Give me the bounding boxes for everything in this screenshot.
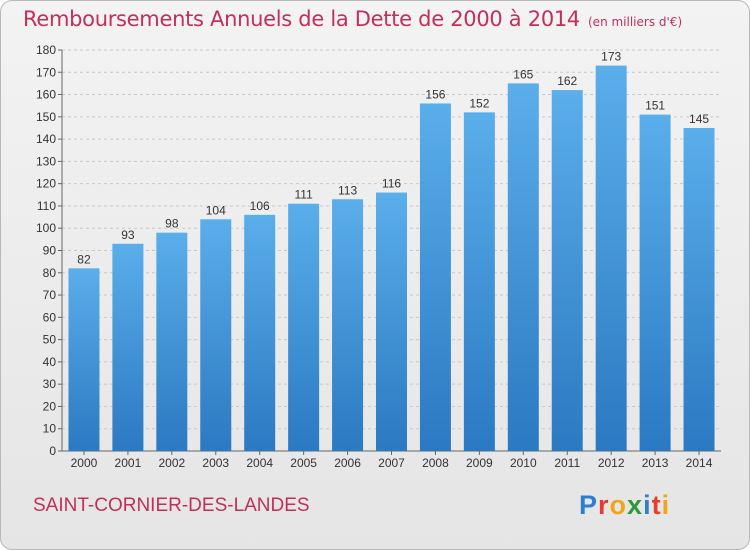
y-tick-label: 60: [43, 310, 57, 324]
chart-title-text: Remboursements Annuels de la Dette de 20…: [23, 7, 580, 31]
y-tick-label: 180: [36, 43, 56, 57]
x-tick-label: 2004: [246, 456, 273, 470]
chart-title: Remboursements Annuels de la Dette de 20…: [23, 7, 682, 31]
y-tick-label: 110: [37, 199, 56, 213]
x-tick-label: 2008: [422, 456, 449, 470]
x-tick-label: 2005: [290, 456, 317, 470]
y-tick-label: 90: [43, 244, 57, 258]
x-tick-label: 2003: [202, 456, 229, 470]
x-tick-label: 2009: [466, 456, 493, 470]
bar-2008: [419, 103, 451, 451]
bar-2000: [68, 268, 100, 451]
y-tick-label: 50: [43, 333, 57, 347]
value-label: 162: [557, 74, 577, 88]
bar-2006: [332, 199, 364, 451]
y-tick-label: 160: [36, 88, 56, 102]
y-tick-labels: 0 10 20 30 40 50 60 70 80 90 100 110 120 130 140 150 160…: [36, 43, 56, 458]
logo-letter: P: [579, 490, 599, 520]
bar-2001: [112, 243, 144, 451]
y-tick-label: 170: [36, 65, 56, 79]
x-tick-label: 2007: [378, 456, 405, 470]
y-tick-label: 150: [36, 110, 56, 124]
logo-letter: i: [643, 490, 652, 520]
x-tick-label: 2006: [334, 456, 361, 470]
value-label: 98: [165, 217, 179, 231]
bar-2014: [683, 127, 715, 451]
value-label: 93: [121, 228, 135, 242]
value-label: 152: [469, 96, 489, 110]
y-tick-label: 130: [36, 154, 56, 168]
value-label: 165: [513, 67, 533, 81]
bar-2012: [595, 65, 627, 451]
bar-2013: [639, 114, 671, 451]
x-tick-label: 2014: [686, 456, 713, 470]
bar-2011: [551, 90, 583, 451]
y-tick-label: 120: [36, 177, 56, 191]
x-tick-label: 2013: [642, 456, 669, 470]
x-tick-label: 2002: [158, 456, 185, 470]
logo-letter: r: [598, 490, 610, 520]
value-label: 151: [645, 99, 665, 113]
y-tick-label: 30: [43, 377, 57, 391]
bar-2010: [507, 83, 539, 452]
bar-2003: [200, 219, 232, 451]
x-tick-label: 2012: [598, 456, 625, 470]
x-tick-label: 2001: [115, 456, 142, 470]
y-tick-label: 100: [36, 221, 56, 235]
x-tick-label: 2011: [554, 456, 580, 470]
y-tick-label: 80: [43, 266, 57, 280]
value-labels: 82 93 98 104 106 111 113 116 156 152 165 162 173 151 1…: [77, 50, 709, 267]
value-label: 156: [425, 87, 445, 101]
proxiti-logo[interactable]: Proxiti: [579, 490, 670, 521]
value-label: 111: [295, 188, 314, 202]
unit-note: (en milliers d'€): [588, 15, 683, 29]
bar-2004: [244, 214, 276, 451]
value-label: 106: [250, 199, 270, 213]
logo-letter: o: [609, 490, 628, 520]
bar-2002: [156, 232, 188, 451]
x-tick-label: 2010: [510, 456, 537, 470]
bars: [68, 65, 715, 452]
bar-2007: [376, 192, 407, 452]
y-tick-label: 40: [43, 355, 57, 369]
logo-letter: i: [661, 490, 671, 520]
y-tick-label: 20: [43, 399, 57, 413]
logo-letter: t: [651, 490, 662, 520]
value-label: 113: [338, 183, 357, 197]
bar-2005: [288, 203, 320, 451]
value-label: 116: [382, 177, 401, 191]
value-label: 82: [77, 252, 91, 266]
y-tick-label: 70: [43, 288, 57, 302]
y-tick-label: 140: [36, 132, 56, 146]
x-tick-label: 2000: [71, 456, 98, 470]
commune-name: SAINT-CORNIER-DES-LANDES: [33, 495, 310, 516]
value-label: 145: [689, 112, 709, 126]
logo-letter: x: [627, 490, 644, 520]
value-label: 173: [601, 50, 621, 64]
y-tick-label: 0: [49, 444, 56, 458]
bar-2009: [463, 112, 495, 451]
y-tick-label: 10: [43, 422, 57, 436]
x-tick-labels: 2000 2001 2002 2003 2004 2005 2006 2007 2008 2009…: [71, 456, 713, 470]
value-label: 104: [206, 203, 226, 217]
